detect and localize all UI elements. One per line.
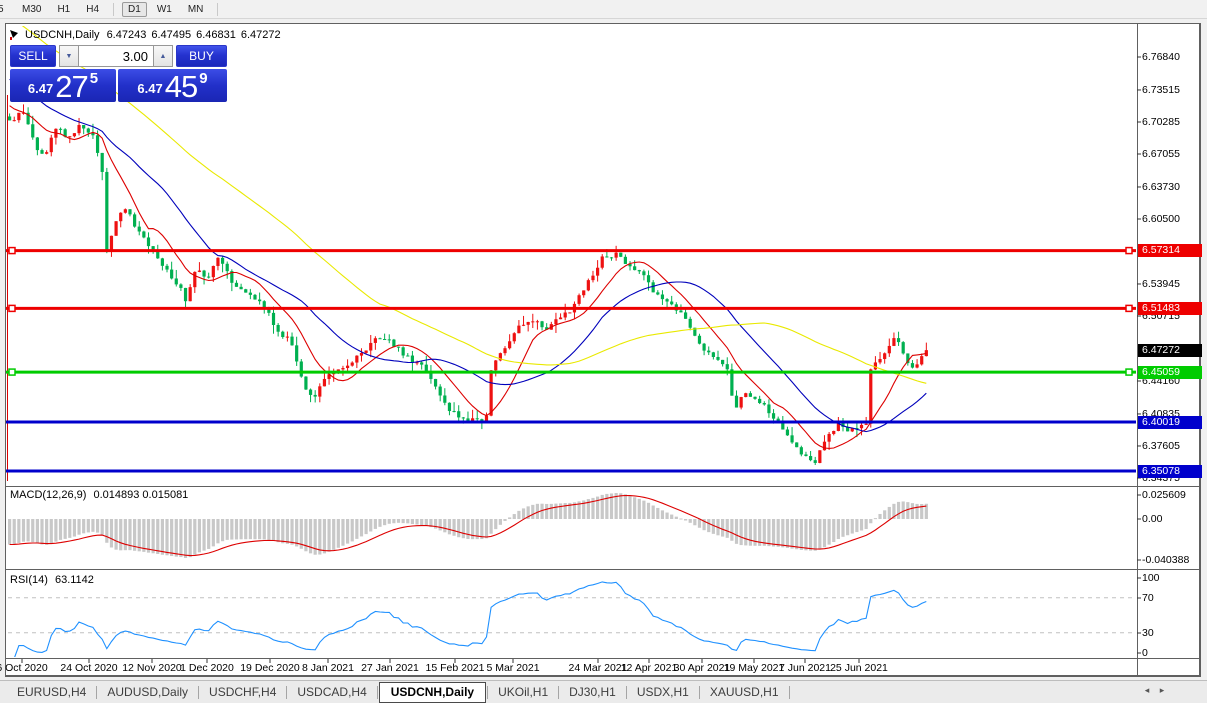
tabs-scroll-right-icon[interactable]: ▸ — [1159, 685, 1165, 695]
tab-separator — [625, 685, 627, 699]
buy-price-pips: 45 — [164, 69, 198, 104]
sell-price-prefix: 6.47 — [27, 81, 54, 96]
tab-separator — [198, 685, 200, 699]
rsi-indicator-label: RSI(14) 63.1142 — [10, 574, 94, 586]
symbol-tab-bar: EURUSD,H4 AUDUSD,Daily USDCHF,H4 USDCAD,H4 U… — [0, 680, 1207, 703]
tab-separator — [487, 685, 489, 699]
chart-cursor-icon — [10, 30, 18, 40]
sell-button[interactable]: SELL — [10, 45, 56, 67]
volume-spinner: ▼ 3.00 ▲ — [59, 45, 173, 67]
tab-usdchf-h4[interactable]: USDCHF,H4 — [209, 685, 277, 699]
macd-indicator-label: MACD(12,26,9) 0.014893 0.015081 — [10, 489, 188, 501]
tab-usdcad-h4[interactable]: USDCAD,H4 — [297, 685, 367, 699]
tab-usdcnh-daily[interactable]: USDCNH,Daily — [378, 681, 487, 703]
timeframe-button-d1[interactable]: D1 — [122, 1, 147, 17]
tab-ukoil-h1[interactable]: UKOil,H1 — [498, 685, 549, 699]
ohlc-high: 6.47495 — [151, 28, 192, 41]
tab-separator — [558, 685, 560, 699]
timeframe-button-h4[interactable]: H4 — [86, 3, 100, 15]
tab-separator — [788, 685, 790, 699]
symbol-period-label: USDCNH,Daily — [25, 28, 100, 41]
volume-decrease-button[interactable]: ▼ — [59, 45, 79, 67]
tab-separator — [286, 685, 288, 699]
ohlc-close: 6.47272 — [240, 28, 281, 41]
ohlc-open: 6.47243 — [106, 28, 147, 41]
timeframe-button-mn[interactable]: MN — [187, 3, 204, 15]
tab-xauusd-h1[interactable]: XAUUSD,H1 — [709, 685, 779, 699]
macd-values: 0.014893 0.015081 — [93, 489, 189, 501]
tab-separator — [376, 685, 378, 699]
tab-separator — [96, 685, 98, 699]
timeframe-button-5[interactable]: 5 — [0, 2, 12, 17]
tab-dj30-h1[interactable]: DJ30,H1 — [569, 685, 616, 699]
ohlc-low: 6.46831 — [196, 28, 236, 41]
tab-separator — [698, 685, 700, 699]
timeframe-button-h1[interactable]: H1 — [57, 3, 71, 15]
volume-input[interactable]: 3.00 — [79, 45, 153, 67]
sell-price-point: 5 — [89, 70, 99, 87]
timeframe-button-w1[interactable]: W1 — [156, 3, 172, 15]
buy-price-display[interactable]: 6.47 45 9 — [118, 69, 227, 102]
buy-price-point: 9 — [199, 70, 208, 87]
toolbar-separator — [113, 2, 115, 16]
tab-eurusd-h4[interactable]: EURUSD,H4 — [17, 685, 87, 699]
volume-increase-button[interactable]: ▲ — [153, 45, 173, 67]
rsi-title: RSI(14) — [10, 574, 48, 586]
tab-audusd-daily[interactable]: AUDUSD,Daily — [107, 685, 189, 699]
timeframe-button-m30[interactable]: M30 — [22, 3, 42, 15]
sell-price-pips: 27 — [55, 69, 88, 104]
buy-button[interactable]: BUY — [176, 45, 227, 67]
tab-usdx-h1[interactable]: USDX,H1 — [636, 685, 689, 699]
tabs-scroll-left-icon[interactable]: ◂ — [1144, 685, 1150, 695]
timeframe-toolbar: 5 M30 H1 H4 D1 W1 MN — [0, 0, 1207, 19]
rsi-value: 63.1142 — [54, 574, 94, 586]
chart-title-bar: USDCNH,Daily 6.47243 6.47495 6.46831 6.4… — [9, 28, 286, 41]
sell-price-display[interactable]: 6.47 27 5 — [10, 69, 116, 102]
buy-price-prefix: 6.47 — [137, 81, 163, 96]
one-click-trading-panel: SELL ▼ 3.00 ▲ BUY 6.47 27 5 6.47 45 9 — [10, 45, 227, 102]
toolbar-separator — [217, 2, 219, 16]
chart-window — [5, 23, 1201, 677]
macd-title: MACD(12,26,9) — [10, 489, 87, 501]
